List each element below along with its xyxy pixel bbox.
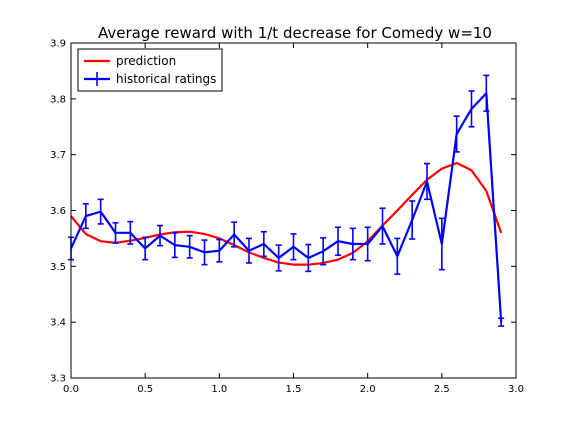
errorbar xyxy=(379,207,386,245)
errorbar xyxy=(335,226,341,256)
series-line-historical-ratings xyxy=(69,92,503,323)
errorbar xyxy=(394,237,401,275)
x-tick-label: 0.5 xyxy=(137,384,153,395)
errorbar xyxy=(349,227,356,261)
x-tick-label: 1.5 xyxy=(286,384,302,395)
errorbar xyxy=(320,237,327,266)
errorbar xyxy=(201,239,208,266)
errorbar xyxy=(260,230,267,258)
errorbar xyxy=(82,203,89,230)
errorbar xyxy=(409,200,416,240)
errorbar xyxy=(364,226,371,262)
plot-area xyxy=(71,43,516,378)
x-tick-label: 2.0 xyxy=(360,384,376,395)
errorbar xyxy=(438,217,445,271)
errorbar xyxy=(127,220,134,245)
errorbar xyxy=(453,115,460,153)
errorbar xyxy=(305,243,312,273)
errorbar xyxy=(157,224,163,247)
y-tick-label: 3.5 xyxy=(50,262,66,273)
errorbar xyxy=(275,244,282,272)
axes-layer: 0.0 0.5 1.0 1.5 2.0 2.5 3.0 3.3 3.4 3.5 3.6 3.7 3.8 3… xyxy=(50,39,524,396)
x-tick-label: 0.0 xyxy=(63,384,79,395)
errorbar xyxy=(112,221,119,244)
errorbar xyxy=(290,233,297,261)
errorbar xyxy=(424,162,430,201)
legend: prediction historical ratings xyxy=(77,48,223,92)
plot-layer xyxy=(68,43,516,378)
x-tick-label: 2.5 xyxy=(434,384,450,395)
y-tick-label: 3.9 xyxy=(50,39,66,50)
chart-title: Average reward with 1/t decrease for Com… xyxy=(98,24,492,42)
legend-box xyxy=(77,48,223,92)
errorbar xyxy=(216,238,223,263)
series-line-prediction xyxy=(70,161,503,266)
legend-label-historical-ratings: historical ratings xyxy=(116,72,216,86)
errorbar xyxy=(142,236,149,261)
y-tick-label: 3.6 xyxy=(50,206,66,217)
errorbar xyxy=(483,74,490,112)
y-tick-label: 3.8 xyxy=(50,94,66,105)
errorbar xyxy=(498,317,505,327)
y-tick-label: 3.3 xyxy=(50,374,66,385)
errorbar xyxy=(97,198,104,225)
errorbar xyxy=(171,232,178,259)
x-tick-label: 1.0 xyxy=(211,384,227,395)
legend-label-prediction: prediction xyxy=(116,54,176,68)
y-tick-label: 3.7 xyxy=(50,150,66,161)
x-tick-label: 3.0 xyxy=(508,384,524,395)
errorbar xyxy=(231,221,238,248)
errorbar xyxy=(246,237,252,264)
errorbar xyxy=(468,90,475,128)
errorbar xyxy=(186,234,193,259)
y-tick-label: 3.4 xyxy=(50,318,66,329)
